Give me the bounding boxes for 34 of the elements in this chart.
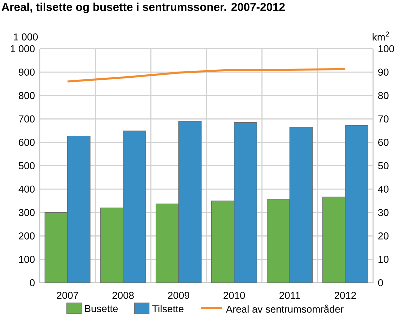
- chart-title: Areal, tilsette og busette i sentrumssoner. 2007-2012: [2, 2, 285, 14]
- y-tick-label: 400: [18, 186, 35, 193]
- y-tick-label: 200: [19, 232, 35, 240]
- y2-tick-label: 90: [378, 68, 389, 76]
- legend-label: Tilsette: [152, 305, 184, 313]
- x-tick-label: 2012: [334, 292, 356, 300]
- y-tick-label: 1 000: [11, 45, 35, 53]
- y2-axis-title: km$^{2}$: [372, 32, 390, 41]
- y-tick-label: 800: [19, 92, 35, 100]
- x-tick-label: 2008: [112, 292, 134, 300]
- y-tick-label: 900: [19, 68, 35, 76]
- line-series: [66, 68, 347, 83]
- y-tick-label: 700: [19, 116, 35, 123]
- y2-tick-label: 100: [378, 45, 394, 53]
- y2-tick-label: 70: [378, 116, 389, 123]
- legend-label: Busette: [85, 305, 118, 312]
- y-tick-label: 0: [30, 279, 35, 287]
- y2-tick-label: 40: [378, 186, 389, 193]
- legend-label: Areal av sentrumsområder: [226, 304, 344, 313]
- y-tick-label: 600: [19, 139, 35, 146]
- y2-tick-label: 80: [378, 92, 389, 100]
- y2-tick-label: 20: [378, 232, 389, 240]
- y2-tick-label: 0: [378, 279, 384, 287]
- x-tick-label: 2007: [57, 292, 78, 300]
- x-tick-label: 2011: [280, 292, 300, 300]
- x-tick-label: 2010: [224, 292, 246, 300]
- y-tick-label: 500: [19, 162, 35, 170]
- y-tick-label: 100: [19, 256, 35, 264]
- y2-tick-label: 10: [378, 256, 389, 264]
- y2-tick-label: 30: [378, 209, 389, 216]
- x-tick-label: 2009: [168, 292, 190, 300]
- y-tick-label: 300: [18, 209, 35, 216]
- y2-tick-label: 60: [378, 139, 389, 146]
- y2-tick-label: 50: [378, 162, 389, 170]
